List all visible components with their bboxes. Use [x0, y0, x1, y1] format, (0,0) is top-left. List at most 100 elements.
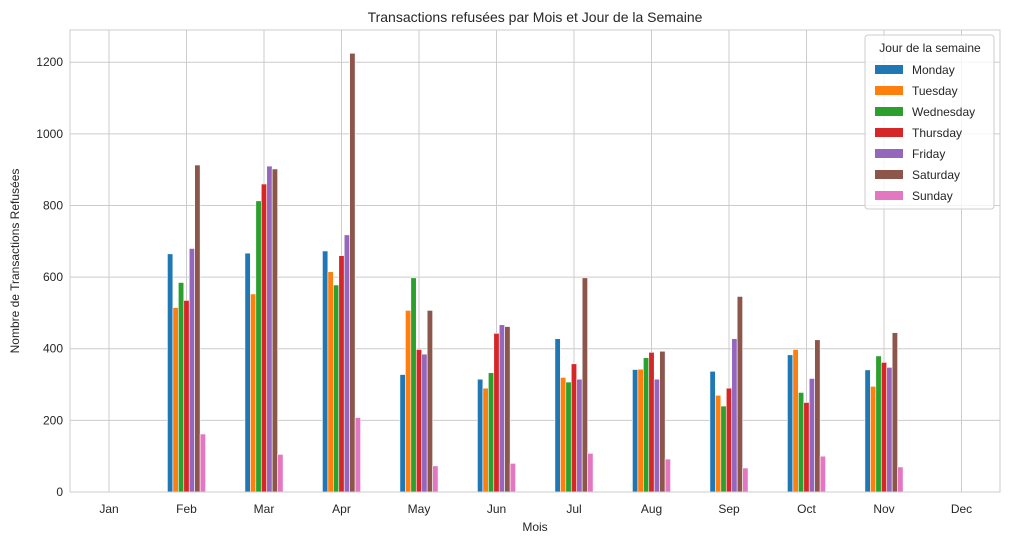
bar-saturday-may — [426, 310, 433, 493]
bar-thursday-may — [415, 349, 423, 493]
bar-thursday-jul — [570, 363, 578, 493]
bar-thursday-nov — [880, 362, 888, 493]
legend-label-saturday: Saturday — [912, 168, 960, 182]
bar-thursday-jun — [493, 333, 500, 493]
bar-tuesday-may — [405, 310, 412, 493]
bar-wednesday-nov — [875, 355, 882, 493]
plot-area — [70, 30, 1000, 492]
bar-sunday-aug — [664, 458, 671, 493]
bar-saturday-nov — [891, 332, 898, 493]
x-tick-label: Jul — [566, 502, 581, 516]
x-tick-label: Nov — [873, 502, 894, 516]
bar-thursday-apr — [338, 255, 345, 493]
bar-saturday-jun — [504, 326, 511, 493]
bar-tuesday-oct — [792, 349, 799, 493]
bar-sunday-jun — [509, 463, 516, 493]
bar-friday-may — [421, 353, 428, 493]
bar-thursday-feb — [183, 300, 190, 493]
legend-swatch-saturday — [875, 170, 903, 179]
legend-label-wednesday: Wednesday — [912, 105, 975, 119]
y-axis-label: Nombre de Transactions Refusées — [8, 169, 22, 354]
plot-frame — [69, 29, 1001, 493]
bar-friday-nov — [886, 367, 893, 493]
bar-friday-aug — [653, 378, 660, 493]
y-tick-labels: 0 200 400 600 800 1000 1200 — [36, 55, 63, 499]
bar-monday-mar — [244, 252, 251, 493]
bar-tuesday-nov — [870, 386, 877, 493]
bar-thursday-mar — [260, 183, 268, 493]
x-tick-label: May — [408, 502, 431, 516]
legend-label-friday: Friday — [912, 147, 945, 161]
bar-sunday-nov — [897, 466, 904, 493]
bar-saturday-apr — [349, 52, 356, 493]
y-tick-label: 1000 — [36, 127, 63, 141]
bar-monday-feb — [167, 253, 174, 493]
legend-swatch-wednesday — [875, 107, 903, 116]
legend: Jour de la semaine Monday Tuesday Wednesda… — [864, 34, 995, 210]
bar-thursday-oct — [803, 402, 810, 493]
legend-swatch-monday — [875, 65, 903, 74]
x-tick-label: Feb — [176, 502, 197, 516]
bar-monday-may — [399, 374, 406, 493]
bar-saturday-sep — [736, 296, 743, 493]
bar-monday-jun — [477, 378, 484, 493]
bar-wednesday-may — [410, 277, 417, 493]
y-tick-label: 200 — [43, 413, 63, 427]
legend-label-thursday: Thursday — [912, 126, 962, 140]
bar-tuesday-jun — [482, 387, 489, 493]
bar-saturday-oct — [814, 339, 821, 493]
bar-tuesday-feb — [172, 307, 179, 493]
bar-wednesday-jul — [565, 381, 572, 493]
bar-friday-jun — [498, 324, 505, 493]
bar-monday-jul — [554, 338, 561, 493]
bar-thursday-sep — [725, 387, 733, 493]
bar-monday-oct — [787, 354, 794, 493]
bar-friday-apr — [343, 234, 350, 493]
x-axis-label: Mois — [522, 520, 547, 534]
y-tick-label: 600 — [43, 270, 63, 284]
bar-friday-sep — [731, 338, 738, 493]
bar-saturday-aug — [659, 350, 666, 493]
bar-wednesday-sep — [720, 405, 727, 493]
bar-wednesday-feb — [178, 282, 185, 493]
bar-wednesday-apr — [333, 284, 340, 493]
bar-sunday-may — [432, 465, 439, 493]
legend-box — [864, 34, 995, 210]
bar-sunday-mar — [277, 454, 284, 493]
bar-wednesday-mar — [255, 200, 262, 493]
legend-swatch-sunday — [875, 191, 903, 200]
x-tick-label: Oct — [797, 502, 816, 516]
bar-friday-jul — [576, 378, 583, 493]
x-tick-label: Sep — [718, 502, 740, 516]
legend-label-sunday: Sunday — [912, 189, 953, 203]
bars — [167, 52, 904, 493]
bar-tuesday-aug — [637, 368, 644, 493]
bar-wednesday-oct — [798, 392, 805, 493]
bar-tuesday-jul — [560, 377, 567, 493]
x-tick-label: Apr — [332, 502, 351, 516]
x-tick-label: Jun — [487, 502, 506, 516]
bar-wednesday-jun — [488, 372, 495, 493]
y-tick-label: 0 — [56, 485, 63, 499]
bar-sunday-oct — [819, 455, 826, 493]
bar-friday-feb — [188, 248, 195, 493]
bar-saturday-feb — [194, 164, 201, 493]
x-tick-labels: Jan Feb Mar Apr May Jun Jul Aug Sep Oct Nov Dec — [99, 502, 972, 516]
bar-tuesday-mar — [250, 293, 257, 493]
x-tick-label: Mar — [254, 502, 275, 516]
bar-saturday-jul — [581, 277, 588, 493]
bar-wednesday-aug — [643, 357, 650, 493]
legend-label-tuesday: Tuesday — [912, 84, 958, 98]
bar-thursday-aug — [648, 352, 655, 493]
x-tick-label: Jan — [99, 502, 118, 516]
bar-monday-sep — [709, 371, 716, 493]
bar-friday-mar — [266, 165, 273, 493]
legend-items: Monday Tuesday Wednesday Thursday Friday Satu… — [875, 63, 975, 203]
y-tick-label: 800 — [43, 198, 63, 212]
bar-monday-aug — [632, 369, 639, 493]
bar-monday-nov — [864, 369, 871, 493]
x-tick-label: Aug — [641, 502, 662, 516]
bar-tuesday-apr — [327, 271, 334, 493]
bar-sunday-apr — [354, 417, 361, 493]
bar-saturday-mar — [271, 168, 278, 493]
